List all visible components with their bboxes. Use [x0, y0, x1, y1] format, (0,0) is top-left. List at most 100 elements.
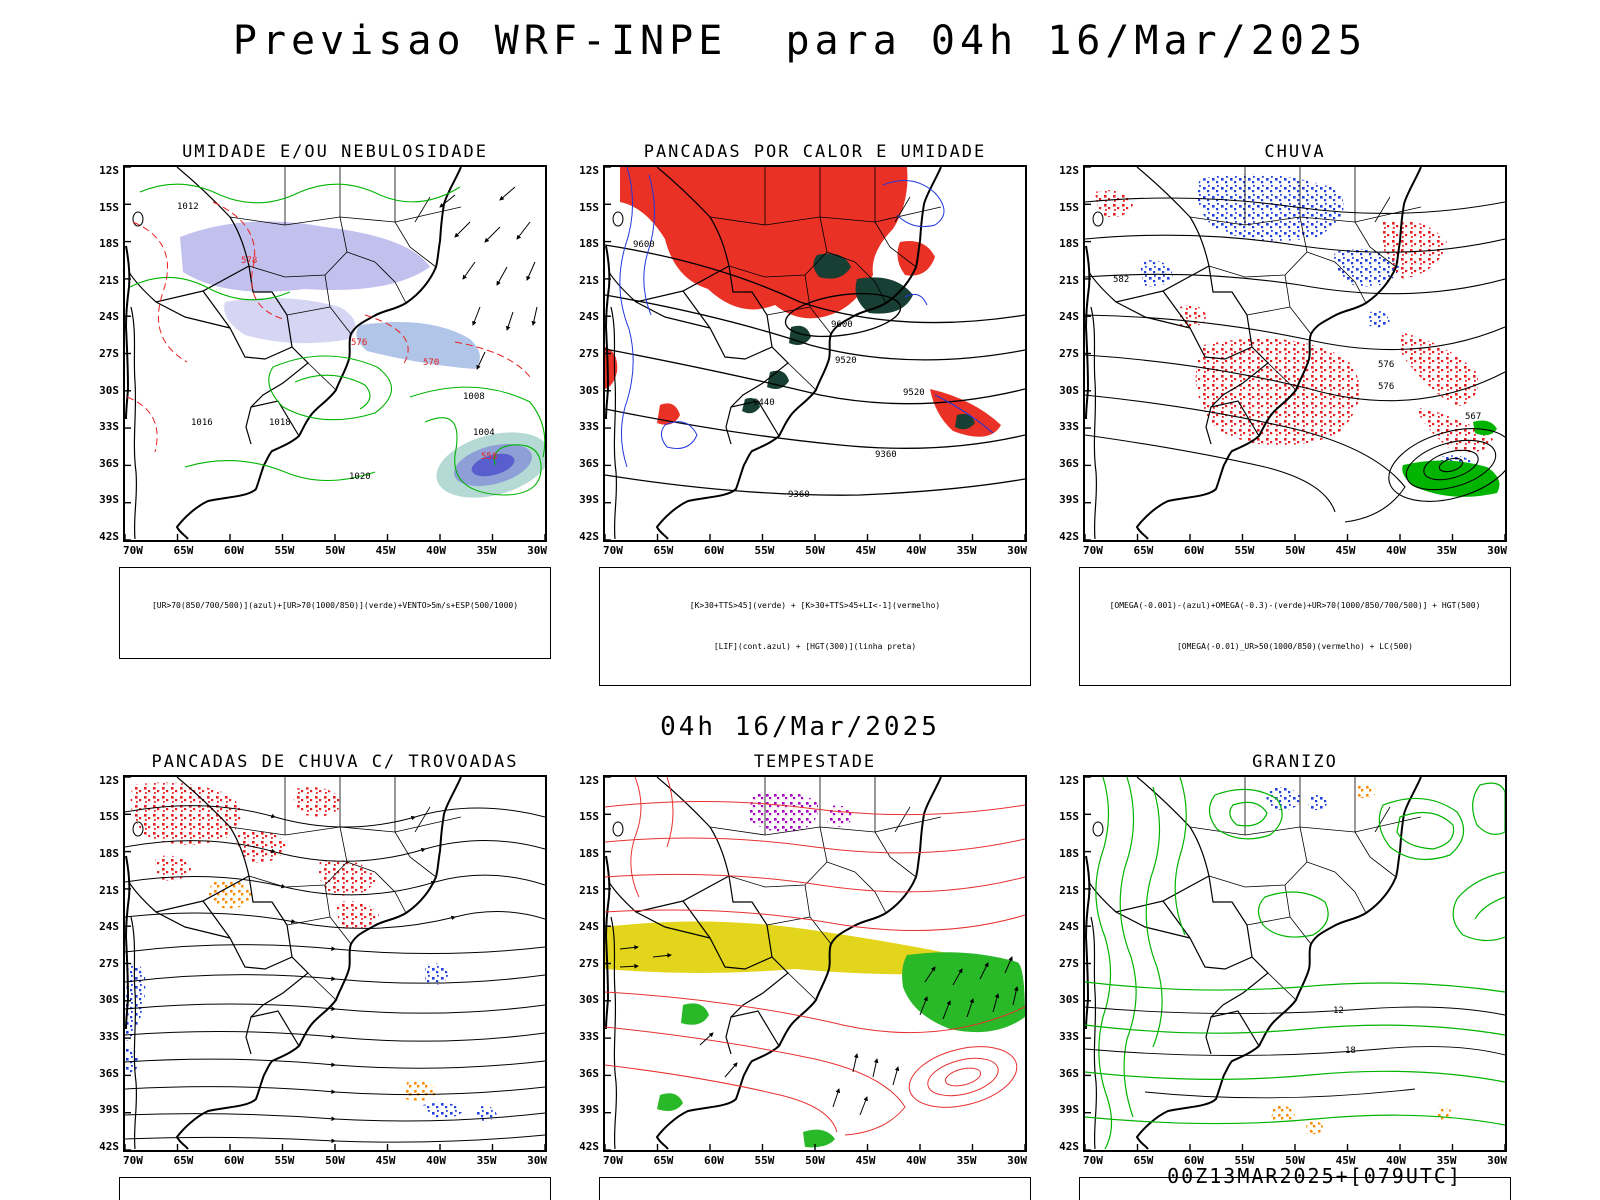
tick-label: 40W — [426, 1153, 446, 1167]
lon-axis: 70W 65W 60W 55W 50W 45W 40W 35W 30W — [123, 544, 547, 557]
lat-axis: 12S 15S 18S 21S 24S 27S 30S 33S 36S 39S 42S — [573, 775, 603, 1152]
tick-label: 33S — [1059, 1029, 1079, 1043]
tick-label: 35W — [956, 544, 977, 557]
tick-label: 30W — [1007, 544, 1027, 557]
tick-label: 12S — [99, 773, 119, 787]
tick-label: 36S — [579, 456, 599, 470]
tick-label: 50W — [325, 544, 345, 557]
tick-label: 36S — [99, 456, 119, 470]
tick-label: 30S — [1059, 383, 1079, 397]
cyclone-shading — [436, 432, 545, 498]
tick-label: 65W — [1133, 1153, 1154, 1167]
caption-line: [OMEGA(-0.01)_UR>50(1000/850)(vermelho) … — [1176, 641, 1413, 651]
tick-label: 60W — [704, 544, 724, 557]
tick-marks — [125, 167, 545, 540]
lat-axis: 12S 15S 18S 21S 24S 27S 30S 33S 36S 39S 42S — [93, 775, 123, 1152]
panel-title-pancadas-calor: PANCADAS POR CALOR E UMIDADE — [643, 142, 987, 162]
tick-label: 27S — [99, 346, 119, 360]
temp-labels: 12 18 — [1333, 1006, 1356, 1056]
tick-label: 40W — [906, 544, 926, 557]
lon-axis: 70W 65W 60W 55W 50W 45W 40W 35W 30W — [1083, 544, 1507, 557]
hgt500-black-contours — [1085, 197, 1505, 523]
streamlines — [125, 804, 545, 1143]
tick-label: 42S — [99, 529, 119, 543]
tick-label: 39S — [1059, 1103, 1079, 1117]
green-humidity-contours — [129, 183, 545, 496]
contour-label: 1004 — [473, 428, 495, 438]
tick-label: 65W — [173, 1153, 194, 1167]
tick-label: 60W — [224, 1153, 244, 1167]
caption-line: [UR>70(850/700/500)](azul)+[UR>70(1000/8… — [151, 601, 519, 611]
tick-label: 18S — [1059, 846, 1079, 860]
tick-label: 40W — [1386, 544, 1406, 557]
contour-label: 9360 — [875, 450, 897, 460]
panel-granizo: GRANIZO 12S 15S 18S 21S 24S 27S 30S 33S 36S 39S 42… — [1053, 751, 1511, 1200]
map-canvas-trovoadas — [125, 776, 545, 1150]
tick-label: 18S — [579, 846, 599, 860]
mid-date-label: 04h 16/Mar/2025 — [660, 711, 940, 742]
tick-label: 21S — [99, 273, 119, 287]
tick-label: 30S — [99, 993, 119, 1007]
tick-label: 65W — [1133, 544, 1154, 557]
map-trovoadas — [123, 774, 547, 1152]
contour-label: 1018 — [269, 418, 291, 428]
tick-label: 39S — [99, 1103, 119, 1117]
temp500-black-contours — [1085, 1006, 1505, 1099]
panel-tempestade: TEMPESTADE 12S 15S 18S 21S 24S 27S 30S 33S 36S 39… — [573, 751, 1031, 1200]
panel-title-tempestade: TEMPESTADE — [753, 751, 877, 772]
red-thickness-contours — [126, 201, 531, 453]
caption-box-trovoadas: [OMEGA(-0.001) + UR>70(1000-500) + k>30_… — [119, 1176, 551, 1200]
tick-label: 65W — [653, 1153, 674, 1167]
tick-label: 21S — [579, 273, 599, 287]
tick-label: 42S — [99, 1139, 119, 1153]
tick-label: 45W — [855, 1153, 876, 1167]
wind850-green-region — [657, 951, 1025, 1148]
tick-label: 21S — [1059, 883, 1079, 897]
lat-axis: 12S 15S 18S 21S 24S 27S 30S 33S 36S 39S 42S — [93, 165, 123, 542]
tick-label: 65W — [173, 544, 194, 557]
tick-label: 35W — [476, 544, 497, 557]
tick-label: 15S — [1059, 810, 1079, 824]
tick-label: 60W — [704, 1153, 724, 1167]
tick-label: 39S — [579, 1103, 599, 1117]
panel-title-trovoadas: PANCADAS DE CHUVA C/ TROVOADAS — [151, 751, 519, 772]
lon-axis: 70W 65W 60W 55W 50W 45W 40W 35W 30W — [123, 1154, 547, 1167]
tick-label: 42S — [579, 1139, 599, 1153]
contour-label: 1008 — [463, 392, 485, 402]
contour-label: 567 — [1465, 412, 1481, 422]
tick-label: 35W — [476, 1153, 497, 1167]
heat-shower-red-fill — [605, 167, 1001, 437]
tick-label: 30W — [1487, 1153, 1507, 1167]
contour-label: 1012 — [177, 202, 199, 212]
tick-label: 55W — [754, 1153, 775, 1167]
tick-label: 36S — [99, 1066, 119, 1080]
contour-label: 1016 — [191, 418, 213, 428]
height-labels: 9600 9600 9520 9520 9440 9360 9360 — [633, 240, 925, 500]
panel-title-granizo: GRANIZO — [1252, 751, 1338, 772]
tick-label: 55W — [1234, 1153, 1255, 1167]
tick-label: 30S — [99, 383, 119, 397]
caption-box-tempestade: [OMEGA(-0.001)+UR>70(1000-500)+k>35_TTS>… — [599, 1176, 1031, 1200]
pressure-labels: 1012 1016 1018 1020 1008 1004 — [177, 202, 495, 482]
humidity-shading — [180, 221, 480, 369]
panel-umidade: UMIDADE E/OU NEBULOSIDADE 12S 15S 18S 21S 24… — [93, 142, 551, 686]
tick-marks — [605, 167, 1025, 540]
map-tempestade — [603, 774, 1027, 1152]
contour-label: 578 — [241, 256, 257, 266]
tick-label: 30S — [579, 383, 599, 397]
caption-box-granizo: [OMEGA(-0.001)+UR>70(1000-500)+k<60+TTS>… — [1079, 1176, 1511, 1200]
thickness-labels: 578 576 570 558 — [241, 256, 497, 462]
tick-label: 12S — [579, 164, 599, 177]
contour-label: 9520 — [835, 356, 857, 366]
tick-label: 30W — [1007, 1153, 1027, 1167]
tick-label: 15S — [1059, 200, 1079, 214]
tick-label: 39S — [579, 493, 599, 507]
tick-label: 45W — [375, 544, 396, 557]
tick-marks — [125, 776, 545, 1150]
temp850-green-contours — [1085, 776, 1505, 1150]
tick-label: 70W — [603, 544, 623, 557]
tick-label: 15S — [579, 810, 599, 824]
contour-label: 576 — [351, 338, 367, 348]
map-canvas-chuva: 582 576 576 567 — [1085, 167, 1505, 540]
tick-label: 33S — [99, 1029, 119, 1043]
